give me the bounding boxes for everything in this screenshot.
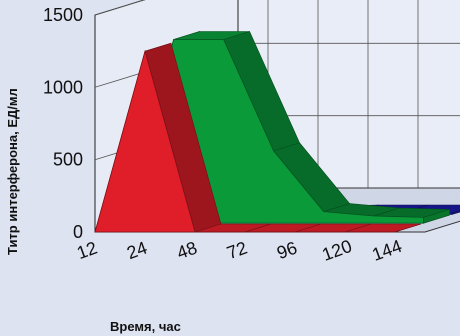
- y-tick-label: 0: [73, 222, 83, 242]
- x-tick-label: 48: [174, 238, 200, 264]
- gridline: [94, 0, 146, 16]
- x-tick-label: 120: [319, 236, 354, 265]
- x-tick-label: 96: [274, 238, 300, 264]
- series-front: [94, 49, 395, 233]
- series-ribbon: [94, 42, 422, 233]
- series-end: [394, 223, 422, 233]
- y-tick-label: 1500: [43, 5, 83, 25]
- series-end: [423, 208, 450, 224]
- y-axis-label: Титр интерферона, ЕД/мл: [5, 88, 20, 255]
- x-tick-label: 72: [224, 238, 250, 264]
- x-tick-label: 144: [369, 236, 404, 265]
- x-tick-label: 24: [124, 238, 150, 264]
- y-tick-label: 1000: [43, 77, 83, 97]
- series-end: [451, 210, 460, 215]
- x-axis-label: Время, час: [110, 319, 181, 334]
- y-tick-label: 500: [53, 150, 83, 170]
